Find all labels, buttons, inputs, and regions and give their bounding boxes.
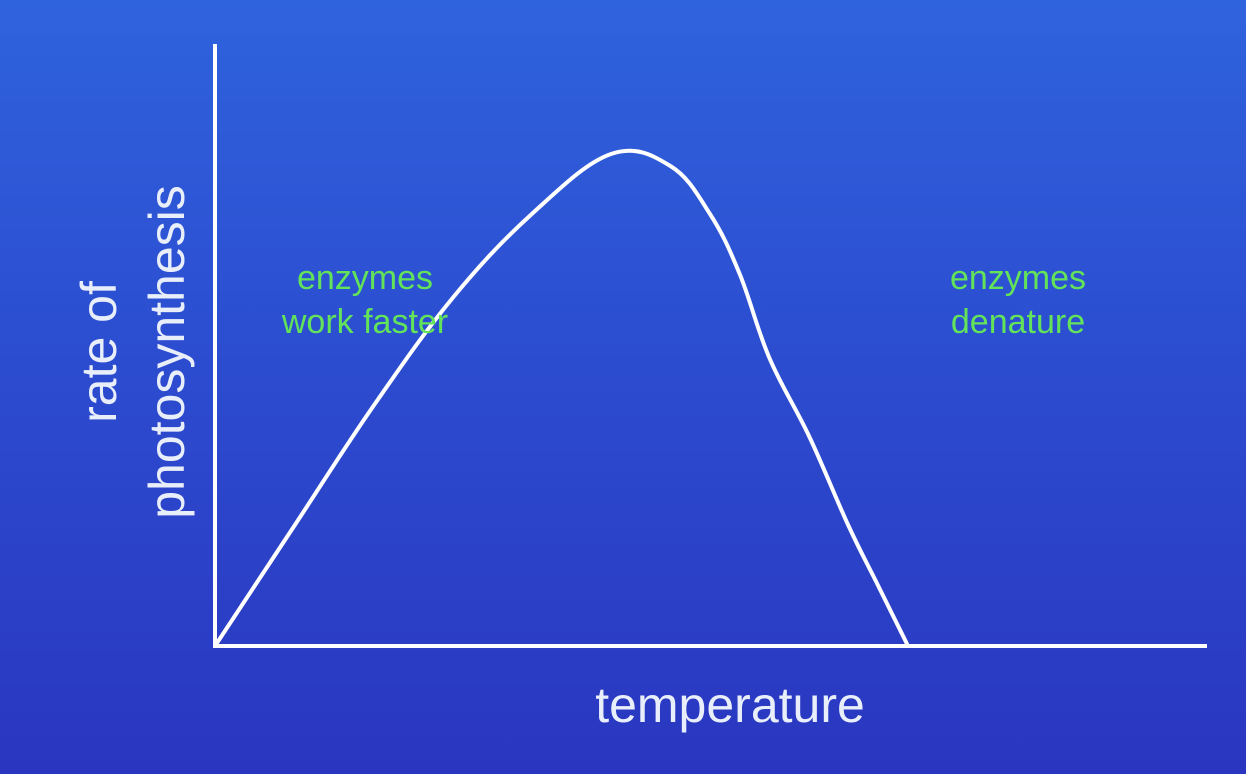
series-line <box>213 148 910 648</box>
annotation-enzymes-denature: enzymes denature <box>950 259 1086 341</box>
annotation-line: enzymes <box>950 259 1086 297</box>
x-axis-label: temperature <box>595 677 865 733</box>
y-axis-label: rate of photosynthesis <box>71 185 195 519</box>
annotation-line: denature <box>951 303 1085 341</box>
annotation-line: work faster <box>281 303 448 341</box>
annotation-enzymes-work-faster: enzymes work faster <box>281 259 448 341</box>
y-axis-label-line-2: photosynthesis <box>139 185 195 519</box>
y-axis-label-line-1: rate of <box>71 281 127 423</box>
annotation-line: enzymes <box>297 259 433 297</box>
